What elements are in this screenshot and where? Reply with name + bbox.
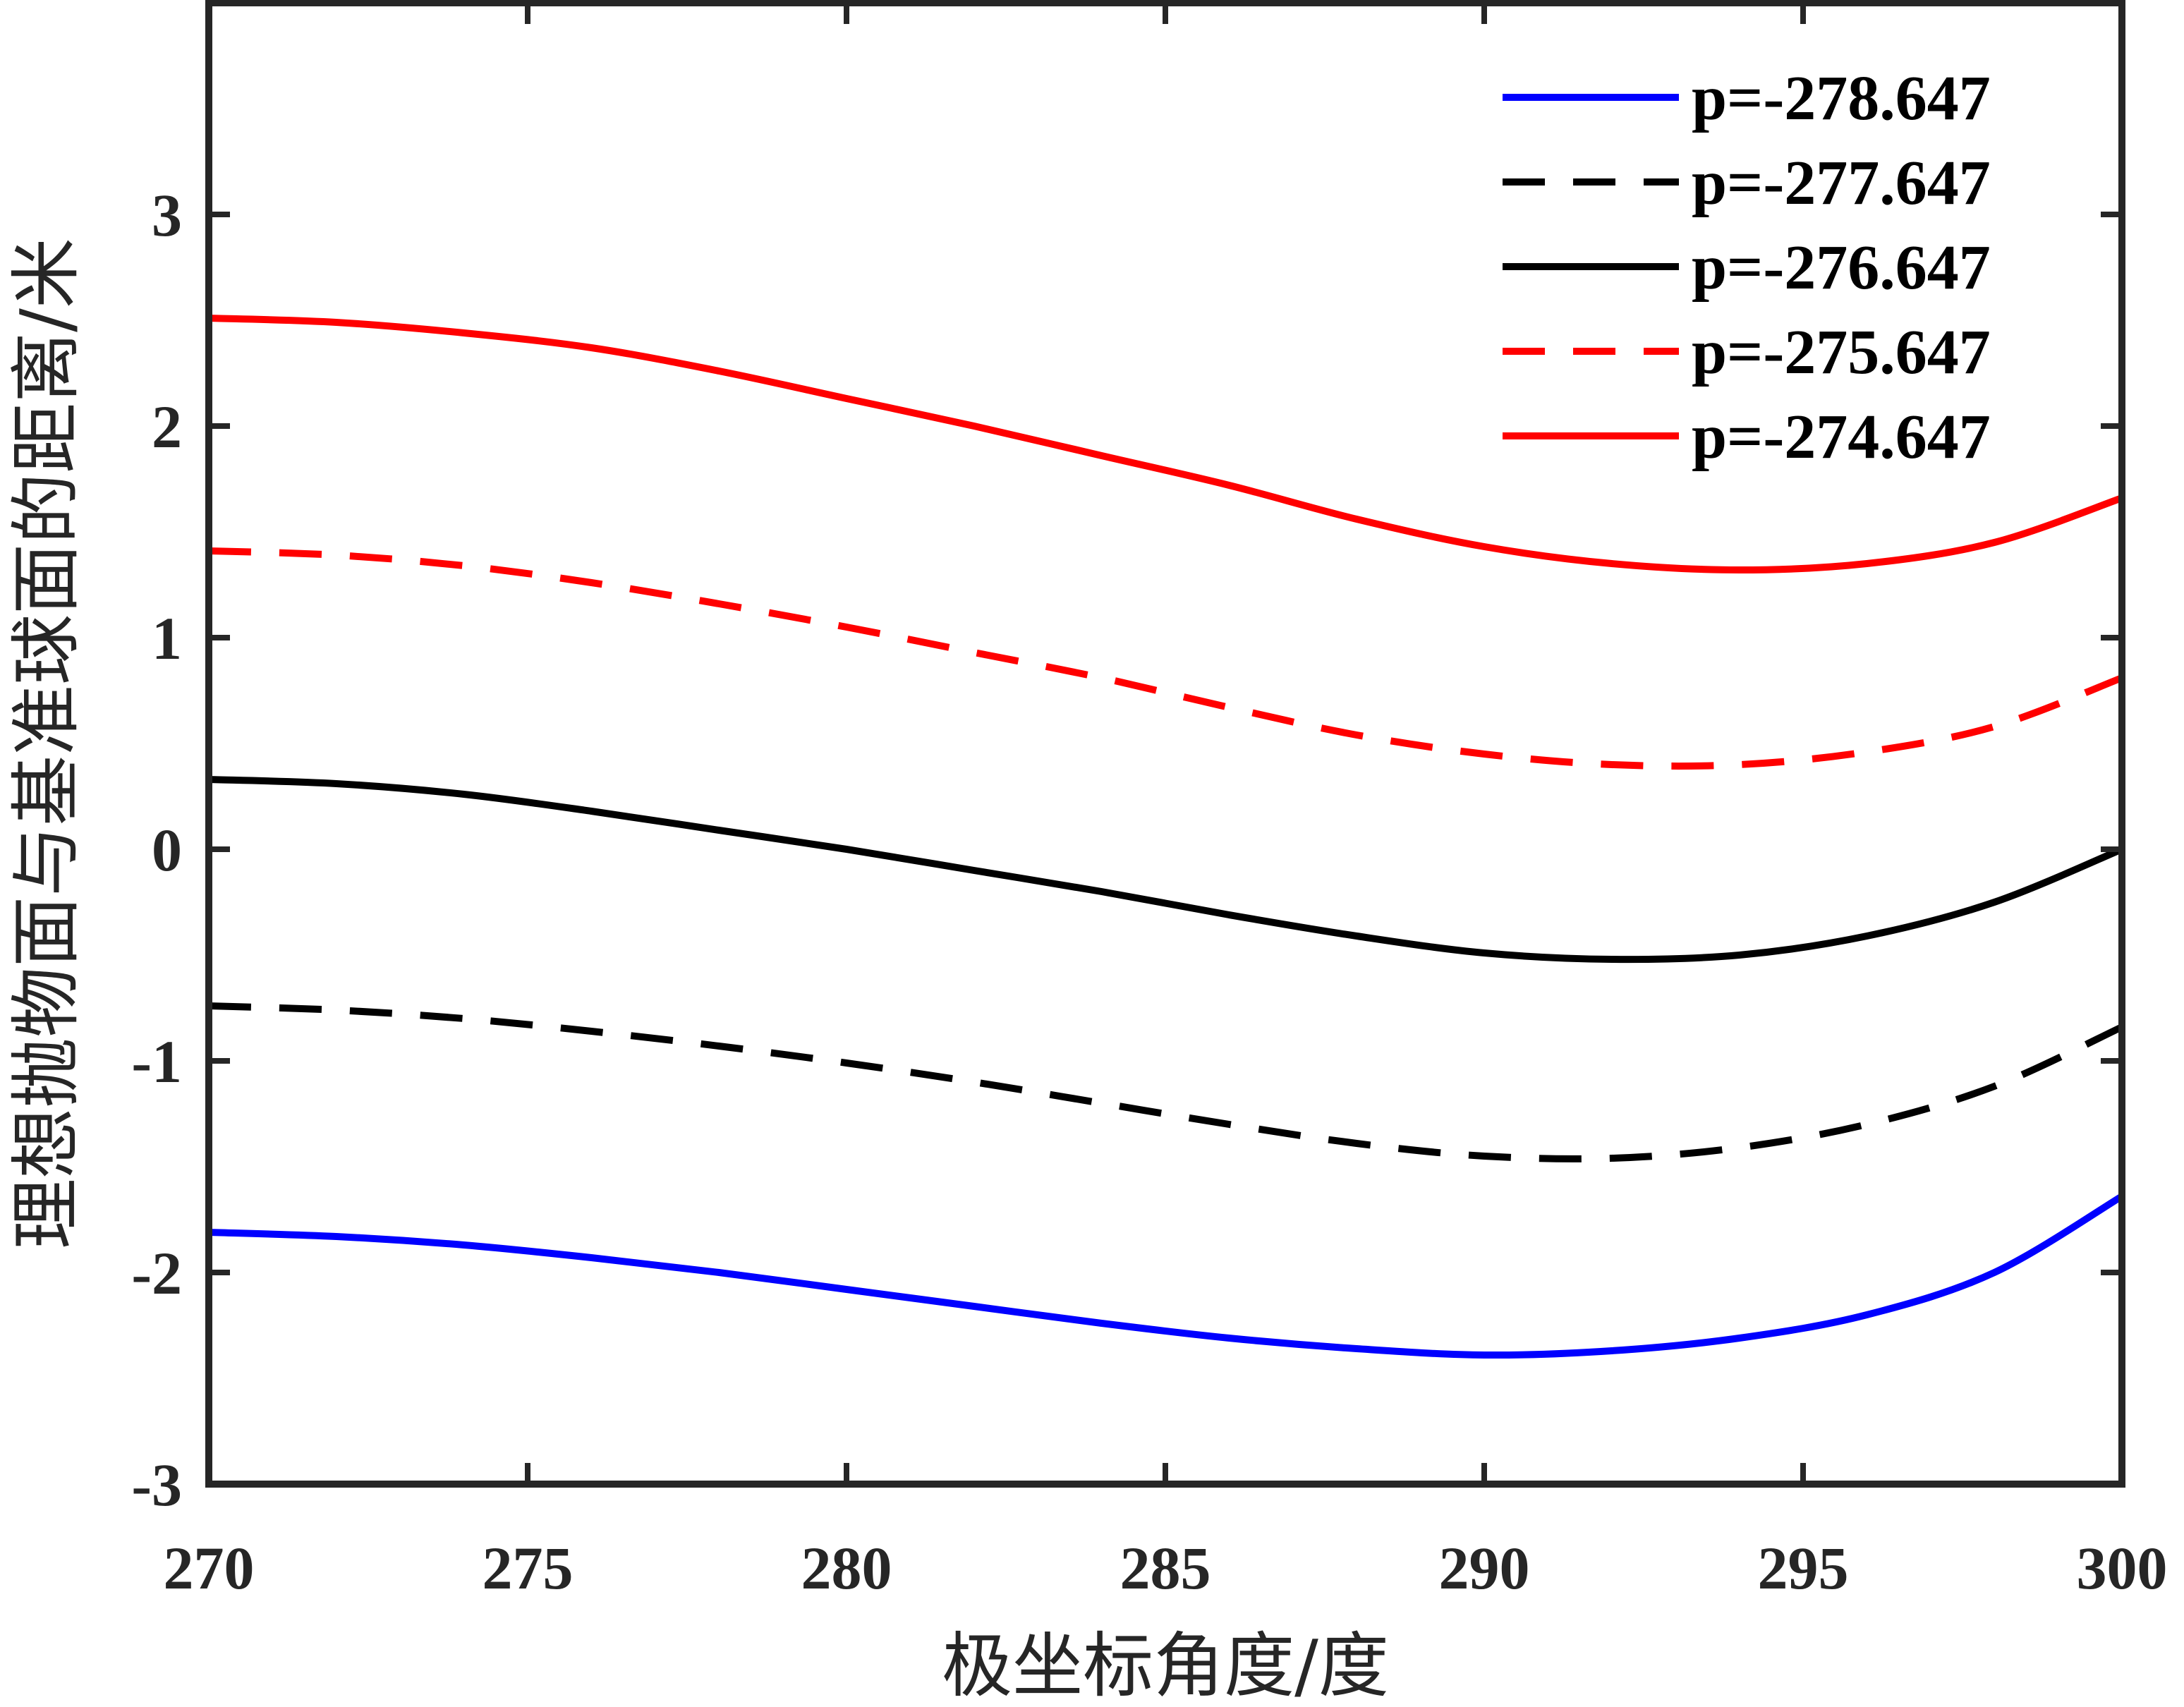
y-tick-label: -1 (131, 1028, 182, 1095)
y-tick-label: -2 (131, 1239, 182, 1307)
x-tick-label: 300 (2077, 1534, 2168, 1602)
legend: p=-278.647 p=-277.647 p=-276.647 p=-275.647… (1503, 63, 1991, 472)
x-tick-label: 270 (164, 1534, 255, 1602)
legend-label-1: p=-278.647 (1692, 63, 1991, 133)
plot-frame (205, 0, 2125, 1488)
y-tick-label: 2 (152, 393, 182, 461)
x-tick-label: 295 (1758, 1534, 1849, 1602)
y-tick-label: 0 (152, 816, 182, 884)
legend-label-3: p=-276.647 (1692, 233, 1991, 303)
legend-label-4: p=-275.647 (1692, 317, 1991, 387)
y-tick-label: -3 (131, 1451, 182, 1519)
series-line-3 (208, 776, 2123, 964)
x-axis-label: 极坐标角度/度 (942, 1624, 1389, 1707)
legend-label-5: p=-274.647 (1692, 402, 1991, 472)
y-axis-label: 理想抛物面与基准球面的距离/米 (5, 238, 87, 1249)
x-tick-label: 285 (1120, 1534, 1211, 1602)
series-line-5 (208, 315, 2123, 573)
series-layer (208, 315, 2124, 1359)
series-line-2 (208, 1002, 2124, 1162)
series-line-4 (208, 547, 2123, 770)
series-line-1 (208, 1193, 2124, 1359)
x-tick-label: 280 (801, 1534, 892, 1602)
y-tick-label: 3 (152, 181, 182, 249)
legend-label-2: p=-277.647 (1692, 148, 1991, 218)
y-tick-label: 1 (152, 605, 182, 672)
x-tick-label: 275 (483, 1534, 574, 1602)
x-tick-label: 290 (1439, 1534, 1530, 1602)
